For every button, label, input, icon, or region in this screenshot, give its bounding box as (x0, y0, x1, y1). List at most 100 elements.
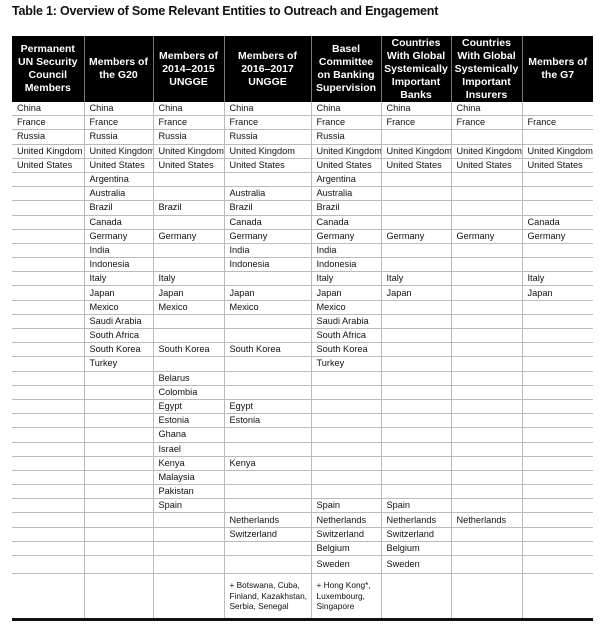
table-row: United Kingdom United Kingdom United Kingd… (12, 144, 593, 159)
table-row: Sweden Sweden (12, 555, 593, 574)
table-cell (310, 399, 382, 415)
table-cell (12, 285, 85, 301)
table-cell: Italy (310, 271, 382, 287)
table-cell (223, 541, 312, 557)
table-cell: Italy (521, 271, 593, 287)
table-cell (380, 243, 452, 259)
table-cell (12, 314, 85, 330)
table-cell (83, 498, 154, 514)
table-cell: France (223, 115, 312, 131)
table-row: South Korea South Korea South Korea South K… (12, 342, 593, 358)
table-cell (450, 200, 523, 216)
table-cell: United Kingdom (450, 144, 523, 159)
table-cell (521, 200, 593, 216)
table-cell (450, 498, 523, 514)
table-cell: Belgium (380, 541, 452, 557)
table-cell (12, 442, 85, 457)
notes-row: + Botswana, Cuba, Finland, Kazakhstan, S… (12, 573, 593, 620)
table-cell: Japan (380, 285, 452, 301)
table-cell (310, 385, 382, 400)
table-row: United States United States United States U… (12, 158, 593, 173)
table-cell (310, 470, 382, 486)
table-cell: Spain (310, 498, 382, 514)
table-cell: United States (83, 158, 154, 173)
table-cell (380, 399, 452, 415)
table-cell: United States (450, 158, 523, 173)
table-cell (83, 456, 154, 471)
table-cell (380, 300, 452, 315)
table-cell (152, 314, 225, 330)
table-cell: Japan (223, 285, 312, 301)
table-row: Italy Italy Italy Italy Italy (12, 271, 593, 287)
column-header: Members of 2014–2015 UNGGE (152, 36, 224, 102)
table-cell (450, 442, 523, 457)
table-cell (12, 573, 85, 620)
table-cell: Russia (310, 129, 382, 145)
table-cell (83, 427, 154, 443)
table-cell (310, 413, 382, 429)
table-cell (83, 442, 154, 457)
table-cell (310, 456, 382, 471)
table-cell (152, 573, 225, 620)
table-cell (450, 399, 523, 415)
table-cell: Spain (380, 498, 452, 514)
table-cell (152, 172, 225, 188)
column-header: Members of the G20 (83, 36, 153, 102)
table-row: Egypt Egypt (12, 399, 593, 415)
table-cell: Switzerland (223, 527, 312, 542)
table-cell: Brazil (83, 200, 154, 216)
table-cell: Indonesia (223, 257, 312, 273)
column-header: Countries With Global Systemically Impor… (450, 36, 522, 102)
table-cell (152, 555, 225, 574)
table-cell (450, 413, 523, 429)
table-cell (521, 498, 593, 514)
table-row: Kenya Kenya (12, 456, 593, 471)
table-cell (83, 385, 154, 400)
table-cell (12, 385, 85, 400)
table-cell (450, 172, 523, 188)
table-cell: Russia (83, 129, 154, 145)
table-cell: Germany (152, 229, 225, 244)
table-cell: China (152, 102, 225, 117)
table-row: Israel (12, 442, 593, 457)
table-cell: Japan (521, 285, 593, 301)
table-cell: Brazil (223, 200, 312, 216)
table-cell: Sweden (380, 555, 452, 574)
table-cell: United Kingdom (152, 144, 225, 159)
table-cell (521, 541, 593, 557)
table-cell: Brazil (152, 200, 225, 216)
table-cell (12, 527, 85, 542)
table-cell: Canada (521, 215, 593, 230)
table-cell (380, 356, 452, 372)
table-cell: Sweden (310, 555, 382, 574)
table-cell (380, 342, 452, 358)
table-cell: United States (12, 158, 85, 173)
column-header: Members of the G7 (521, 36, 593, 102)
table-cell (521, 484, 593, 500)
table-cell: France (152, 115, 225, 131)
table-row: France France France France France France Fran… (12, 115, 593, 131)
table-cell (380, 215, 452, 230)
table-cell: India (83, 243, 154, 259)
table-cell: Saudi Arabia (310, 314, 382, 330)
table-cell: United Kingdom (310, 144, 382, 159)
table-cell (12, 328, 85, 344)
table-row: South Africa South Africa (12, 328, 593, 344)
column-header: Countries With Global Systemically Impor… (380, 36, 451, 102)
table-cell (521, 527, 593, 542)
table-cell (83, 527, 154, 542)
table-cell: South Africa (310, 328, 382, 344)
table-cell: Germany (83, 229, 154, 244)
table-cell: Belgium (310, 541, 382, 557)
table-row: Indonesia Indonesia Indonesia (12, 257, 593, 273)
table-cell: Netherlands (450, 512, 523, 528)
table-cell (521, 328, 593, 344)
table-cell (450, 385, 523, 400)
column-header: Members of 2016–2017 UNGGE (223, 36, 311, 102)
table-cell: Turkey (83, 356, 154, 372)
table-cell: India (310, 243, 382, 259)
table-cell (380, 129, 452, 145)
table-cell: Italy (380, 271, 452, 287)
table-cell: Kenya (223, 456, 312, 471)
table-cell (310, 427, 382, 443)
